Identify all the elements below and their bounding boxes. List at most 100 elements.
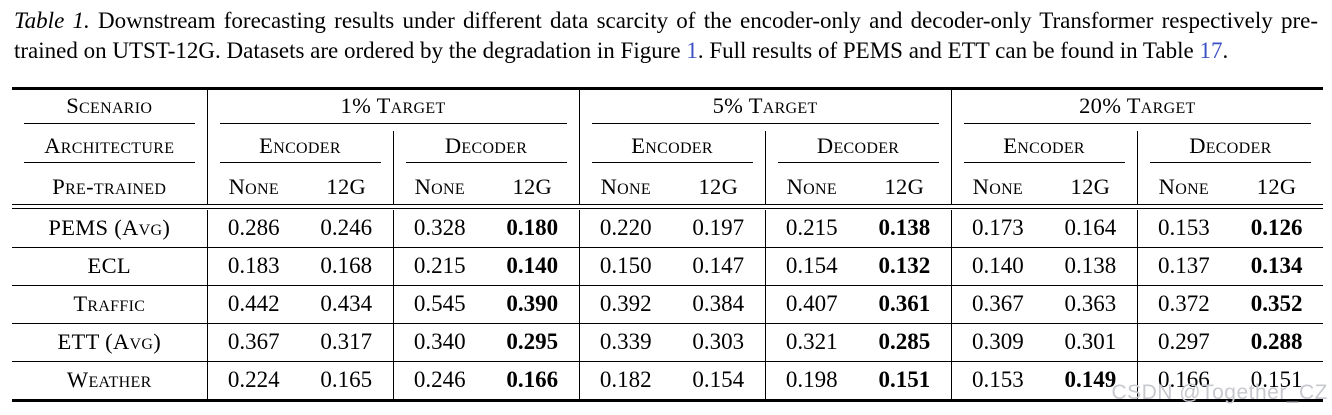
table-row: ECL 0.183 0.168 0.215 0.140 0.150 0.147 0.154 0.… (12, 246, 1324, 286)
value-cell: 0.367 (951, 284, 1045, 324)
architecture-header: Architecture (12, 130, 208, 162)
value-cell: 0.138 (858, 209, 952, 248)
value-cell: 0.434 (300, 284, 394, 324)
value-cell: 0.361 (858, 284, 952, 324)
value-cell: 0.220 (599, 215, 652, 241)
subcol-header-12g: 12G (486, 169, 580, 204)
results-table: Scenario 1% Target 5% Target 20% Target … (12, 86, 1324, 402)
caption-text-1: Downstream forecasting results under dif… (14, 8, 1318, 64)
value-cell: 0.151 (1230, 360, 1324, 401)
scenario-header: Scenario (12, 88, 208, 123)
encoder-header: Encoder (579, 130, 766, 162)
target-20pct-header: 20% Target (1079, 93, 1196, 119)
table-row: Weather 0.224 0.165 0.246 0.166 0.182 0.154 0.1… (12, 360, 1324, 401)
value-cell: 0.154 (765, 246, 859, 286)
subcol-header-none: None (600, 173, 651, 199)
double-rule-row (12, 204, 1324, 210)
decoder-header: Decoder (1189, 133, 1272, 159)
encoder-header: Encoder (951, 130, 1138, 162)
cmidrule (1149, 161, 1312, 163)
value-cell: 0.150 (579, 246, 673, 286)
value-cell: 0.165 (300, 360, 394, 401)
decoder-header: Decoder (765, 130, 952, 162)
value-cell: 0.180 (486, 209, 580, 248)
value-cell: 0.352 (1230, 284, 1324, 324)
caption-label: Table 1. (14, 8, 90, 33)
table-17-link[interactable]: 17 (1199, 38, 1223, 64)
subcol-header-12g: 12G (1044, 169, 1138, 204)
subcol-header-12g: 12G (1256, 173, 1297, 199)
value-cell: 0.442 (207, 284, 300, 324)
row-label: PEMS (Avg) (12, 209, 208, 248)
value-cell: 0.390 (486, 284, 580, 324)
value-cell: 0.407 (765, 284, 859, 324)
value-cell: 0.134 (1230, 246, 1324, 286)
double-rule (12, 204, 1324, 210)
value-cell: 0.286 (227, 215, 280, 241)
cmidrule (405, 161, 567, 163)
value-cell: 0.367 (207, 322, 300, 362)
midrule-row-1 (12, 122, 1323, 131)
header-row-architecture: Architecture Encoder Decoder Encoder Dec… (12, 130, 1323, 162)
row-label: Weather (12, 360, 208, 401)
cmidrule (963, 161, 1125, 163)
pretrained-header: Pre-trained (12, 169, 208, 204)
value-cell: 0.384 (672, 284, 766, 324)
header-row-scenario: Scenario 1% Target 5% Target 20% Target (12, 88, 1323, 123)
subcol-header-12g: 12G (672, 169, 766, 204)
value-cell: 0.198 (765, 360, 859, 401)
value-cell: 0.372 (1137, 284, 1231, 324)
value-cell: 0.138 (1044, 246, 1138, 286)
subcol-header-12g: 12G (300, 169, 394, 204)
table-row: ETT (Avg) 0.367 0.317 0.340 0.295 0.339 0.303 0… (12, 322, 1324, 362)
value-cell: 0.392 (579, 284, 673, 324)
cmidrule (219, 161, 381, 163)
value-cell: 0.224 (207, 360, 300, 401)
value-cell: 0.166 (486, 360, 580, 401)
midrule-row-2 (12, 161, 1323, 170)
value-cell: 0.363 (1044, 284, 1138, 324)
value-cell: 0.288 (1230, 322, 1324, 362)
table-row: Traffic 0.442 0.434 0.545 0.390 0.392 0.384 0.4… (12, 284, 1324, 324)
row-label: ECL (12, 246, 208, 286)
subcol-header-none: None (228, 173, 279, 199)
cmidrule (963, 122, 1312, 124)
row-label: Traffic (12, 284, 208, 324)
table-caption: Table 1. Downstream forecasting results … (14, 6, 1318, 67)
value-cell: 0.303 (672, 322, 766, 362)
row-label: ETT (Avg) (12, 322, 208, 362)
decoder-header: Decoder (393, 130, 580, 162)
cmidrule (24, 122, 195, 124)
encoder-header: Encoder (207, 130, 394, 162)
value-cell: 0.215 (785, 215, 838, 241)
value-cell: 0.297 (1137, 322, 1231, 362)
cmidrule (591, 122, 939, 124)
value-cell: 0.339 (579, 322, 673, 362)
target-5pct-header: 5% Target (579, 88, 952, 123)
value-cell: 0.153 (951, 360, 1045, 401)
value-cell: 0.182 (579, 360, 673, 401)
value-cell: 0.168 (300, 246, 394, 286)
cmidrule (24, 161, 195, 163)
value-cell: 0.137 (1137, 246, 1231, 286)
caption-text-3: . (1222, 38, 1229, 64)
table-body: PEMS (Avg) 0.286 0.246 0.328 0.180 0.220 0.197… (12, 209, 1324, 401)
subcol-header-none: None (414, 173, 465, 199)
value-cell: 0.197 (672, 209, 766, 248)
value-cell: 0.340 (393, 322, 486, 362)
value-cell: 0.246 (300, 209, 394, 248)
value-cell: 0.545 (393, 284, 486, 324)
value-cell: 0.246 (393, 360, 486, 401)
subcol-header-none: None (786, 173, 837, 199)
value-cell: 0.140 (486, 246, 580, 286)
value-cell: 0.140 (951, 246, 1045, 286)
value-cell: 0.132 (858, 246, 952, 286)
value-cell: 0.153 (1157, 215, 1210, 241)
value-cell: 0.215 (393, 246, 486, 286)
subcol-header-none: None (1158, 173, 1210, 199)
figure-1-link[interactable]: 1 (686, 38, 698, 64)
table-row: PEMS (Avg) 0.286 0.246 0.328 0.180 0.220 0.197… (12, 209, 1323, 248)
value-cell: 0.295 (486, 322, 580, 362)
value-cell: 0.173 (971, 215, 1024, 241)
value-cell: 0.126 (1250, 215, 1303, 241)
